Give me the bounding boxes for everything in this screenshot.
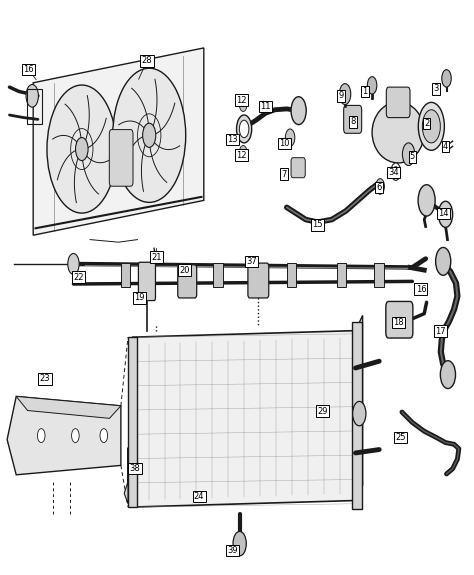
Text: 17: 17 <box>436 327 446 336</box>
FancyBboxPatch shape <box>374 263 384 288</box>
Text: 16: 16 <box>416 285 426 294</box>
Ellipse shape <box>422 110 440 143</box>
Circle shape <box>237 115 252 143</box>
Text: 11: 11 <box>260 102 271 111</box>
Text: 5: 5 <box>410 152 415 162</box>
Circle shape <box>37 428 45 443</box>
Text: 10: 10 <box>279 139 290 148</box>
Text: 34: 34 <box>388 168 399 177</box>
Circle shape <box>353 401 366 426</box>
Text: 20: 20 <box>180 266 190 275</box>
Circle shape <box>291 97 306 125</box>
FancyBboxPatch shape <box>121 263 130 288</box>
Text: 4: 4 <box>443 142 448 151</box>
Circle shape <box>143 123 156 147</box>
Circle shape <box>376 179 384 194</box>
Polygon shape <box>124 447 128 504</box>
Circle shape <box>75 137 88 160</box>
Text: 39: 39 <box>227 546 237 555</box>
Circle shape <box>393 166 399 177</box>
Circle shape <box>47 85 117 213</box>
Circle shape <box>367 76 377 94</box>
Circle shape <box>72 428 79 443</box>
FancyBboxPatch shape <box>178 265 197 298</box>
Text: 23: 23 <box>40 374 50 384</box>
Circle shape <box>113 68 186 202</box>
Text: 1: 1 <box>362 87 368 96</box>
Circle shape <box>391 163 401 181</box>
Text: 12: 12 <box>237 151 247 160</box>
Text: 19: 19 <box>135 293 145 302</box>
Text: 38: 38 <box>130 464 140 473</box>
Ellipse shape <box>418 102 445 150</box>
FancyBboxPatch shape <box>291 158 305 178</box>
Circle shape <box>239 98 247 112</box>
Circle shape <box>442 70 451 87</box>
Text: 25: 25 <box>395 433 406 442</box>
Text: 14: 14 <box>438 209 448 218</box>
Text: 8: 8 <box>350 117 356 126</box>
Text: 18: 18 <box>393 318 403 327</box>
Circle shape <box>436 247 451 275</box>
Polygon shape <box>133 331 356 507</box>
FancyBboxPatch shape <box>138 262 155 301</box>
FancyBboxPatch shape <box>344 105 362 133</box>
Circle shape <box>68 254 79 274</box>
Circle shape <box>239 145 247 159</box>
Circle shape <box>440 361 456 389</box>
FancyBboxPatch shape <box>109 129 133 186</box>
Circle shape <box>26 85 38 107</box>
Circle shape <box>233 531 246 556</box>
Text: 16: 16 <box>23 65 34 74</box>
Text: 7: 7 <box>282 170 287 179</box>
Text: 12: 12 <box>237 95 247 105</box>
FancyBboxPatch shape <box>386 301 413 338</box>
FancyBboxPatch shape <box>248 263 269 298</box>
FancyBboxPatch shape <box>128 337 137 507</box>
FancyBboxPatch shape <box>337 263 346 288</box>
Polygon shape <box>356 315 363 500</box>
Text: 28: 28 <box>142 56 152 66</box>
Polygon shape <box>33 48 204 235</box>
Circle shape <box>418 185 435 216</box>
FancyBboxPatch shape <box>352 322 362 509</box>
FancyBboxPatch shape <box>386 87 410 118</box>
Text: 29: 29 <box>317 407 328 416</box>
Polygon shape <box>16 396 121 419</box>
Ellipse shape <box>372 102 424 163</box>
Text: 22: 22 <box>73 273 83 282</box>
Circle shape <box>402 143 415 166</box>
Circle shape <box>100 428 108 443</box>
Text: 13: 13 <box>227 135 237 144</box>
Text: 37: 37 <box>246 257 256 266</box>
Circle shape <box>285 129 295 147</box>
Polygon shape <box>7 396 121 475</box>
Text: 21: 21 <box>151 252 162 262</box>
Text: 9: 9 <box>338 91 344 100</box>
Text: 6: 6 <box>376 183 382 192</box>
Text: 2: 2 <box>424 119 429 128</box>
FancyBboxPatch shape <box>213 263 223 288</box>
Text: 24: 24 <box>194 492 204 501</box>
Circle shape <box>438 201 453 227</box>
Text: 3: 3 <box>433 85 439 93</box>
FancyBboxPatch shape <box>287 263 296 288</box>
Text: 15: 15 <box>312 220 323 229</box>
Circle shape <box>339 83 351 105</box>
Circle shape <box>239 120 249 137</box>
